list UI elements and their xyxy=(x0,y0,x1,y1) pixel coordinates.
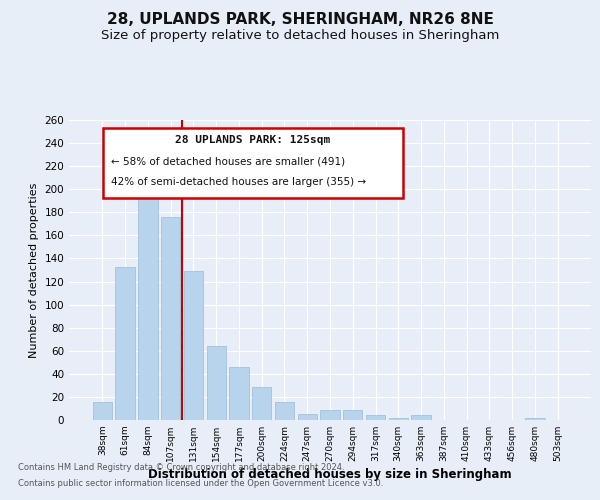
X-axis label: Distribution of detached houses by size in Sheringham: Distribution of detached houses by size … xyxy=(148,468,512,481)
Bar xyxy=(389,418,408,420)
FancyBboxPatch shape xyxy=(103,128,403,198)
Bar xyxy=(138,174,158,420)
Bar xyxy=(115,266,135,420)
Bar xyxy=(343,410,362,420)
Bar xyxy=(206,346,226,420)
Bar xyxy=(366,416,385,420)
Text: Contains public sector information licensed under the Open Government Licence v3: Contains public sector information licen… xyxy=(18,478,383,488)
Bar xyxy=(252,386,271,420)
Bar xyxy=(93,402,112,420)
Bar xyxy=(184,271,203,420)
Bar xyxy=(320,410,340,420)
Bar xyxy=(229,367,248,420)
Bar xyxy=(525,418,545,420)
Text: 42% of semi-detached houses are larger (355) →: 42% of semi-detached houses are larger (… xyxy=(111,177,366,187)
Text: Size of property relative to detached houses in Sheringham: Size of property relative to detached ho… xyxy=(101,29,499,42)
Bar xyxy=(298,414,317,420)
Text: 28 UPLANDS PARK: 125sqm: 28 UPLANDS PARK: 125sqm xyxy=(175,135,331,145)
Text: ← 58% of detached houses are smaller (491): ← 58% of detached houses are smaller (49… xyxy=(111,156,345,166)
Text: Contains HM Land Registry data © Crown copyright and database right 2024.: Contains HM Land Registry data © Crown c… xyxy=(18,464,344,472)
Bar xyxy=(161,217,181,420)
Bar xyxy=(275,402,294,420)
Text: 28, UPLANDS PARK, SHERINGHAM, NR26 8NE: 28, UPLANDS PARK, SHERINGHAM, NR26 8NE xyxy=(107,12,493,28)
Y-axis label: Number of detached properties: Number of detached properties xyxy=(29,182,39,358)
Bar xyxy=(412,416,431,420)
